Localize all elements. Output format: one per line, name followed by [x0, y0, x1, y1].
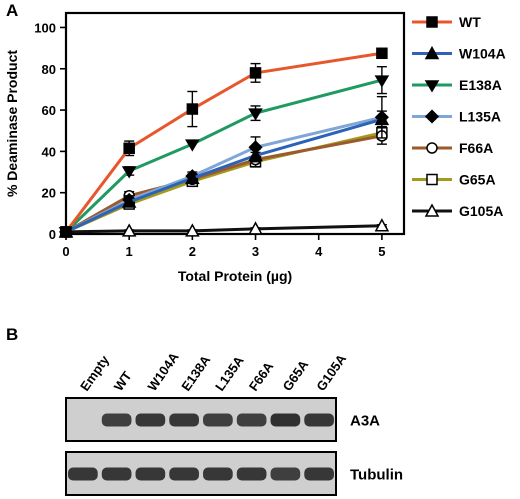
data-point: [249, 67, 262, 79]
lane-label: G65A: [280, 357, 312, 394]
legend-item: L135A: [412, 109, 501, 125]
x-tick-label: 3: [252, 244, 259, 259]
panel-a-label: A: [6, 1, 18, 20]
legend-marker: [424, 109, 440, 124]
legend-marker: [426, 173, 438, 186]
blot-band: [101, 467, 132, 481]
data-point: [60, 226, 72, 238]
data-point: [121, 223, 137, 237]
y-tick-label: 60: [42, 103, 56, 118]
blot-band: [304, 413, 334, 427]
y-axis-label: % Deaminase Product: [4, 50, 20, 197]
data-point: [376, 47, 388, 60]
data-point: [374, 75, 390, 88]
line-chart: 0 1 2 3 4 5 0 20 40 60 80 100 Total Protein (µg) % De…: [4, 11, 506, 284]
legend-marker: [424, 45, 440, 60]
legend-label: WT: [459, 14, 481, 30]
data-point: [185, 139, 200, 152]
series-line: [65, 224, 382, 234]
data-point: [121, 166, 137, 179]
series-line: [65, 134, 383, 234]
lane-label: G105A: [313, 351, 349, 394]
blot-band: [68, 467, 98, 481]
x-tick-label: 2: [189, 244, 196, 259]
blot-band: [236, 467, 267, 481]
x-tick-label: 4: [315, 244, 323, 259]
blot-row-label: Tubulin: [350, 467, 403, 484]
data-point: [123, 142, 135, 155]
series-line: [65, 131, 383, 234]
series-g105a: [58, 218, 390, 238]
data-point: [121, 194, 137, 208]
legend-item: E138A: [412, 77, 502, 93]
legend-item: F66A: [412, 140, 493, 156]
lane-label: Empty: [77, 352, 113, 394]
legend: WT W104A E138A L135A F66A G65A G105A: [412, 14, 506, 219]
blot-band: [203, 467, 233, 481]
blot-band: [135, 467, 166, 481]
blot-band: [236, 413, 267, 427]
plot-frame: [64, 11, 406, 236]
legend-item: G65A: [412, 172, 496, 188]
x-tick-label: 0: [62, 244, 69, 259]
data-point: [186, 103, 199, 115]
series-w104a: [58, 110, 390, 238]
y-tick-label: 0: [49, 227, 56, 242]
lane-label: E138A: [178, 352, 213, 394]
x-tick-label: 5: [378, 244, 385, 259]
y-tick-label: 100: [34, 20, 56, 35]
data-point: [185, 170, 200, 184]
legend-label: E138A: [459, 77, 502, 93]
blot-row-tubulin: Tubulin: [65, 451, 403, 496]
blot-band: [101, 413, 132, 427]
y-tick-label: 80: [42, 62, 56, 77]
panel-b-label: B: [6, 325, 18, 344]
data-point: [185, 223, 200, 237]
blot-band: [135, 413, 166, 427]
legend-marker: [426, 142, 438, 154]
x-axis-label: Total Protein (µg): [178, 268, 292, 284]
data-point: [374, 218, 390, 232]
data-point: [248, 147, 263, 162]
legend-label: F66A: [459, 140, 493, 156]
data-point: [248, 221, 263, 235]
legend-item: W104A: [412, 46, 506, 62]
blot-band: [169, 467, 199, 481]
blot-band: [304, 467, 334, 481]
y-tick-label: 40: [42, 144, 56, 159]
y-tick-label: 20: [42, 186, 56, 201]
series-line: [65, 115, 383, 234]
legend-label: G105A: [459, 203, 503, 219]
blot-band: [270, 467, 301, 481]
lane-label: L135A: [212, 353, 247, 394]
blot-band: [169, 413, 199, 427]
blot-row-a3a: A3A: [65, 397, 380, 442]
lane-label: F66A: [246, 359, 277, 394]
legend-label: G65A: [459, 172, 496, 188]
series-line: [65, 117, 383, 234]
data-point: [248, 108, 263, 121]
blot-row-label: A3A: [350, 413, 380, 430]
lane-label: W104A: [145, 349, 183, 394]
lane-label: WT: [111, 369, 135, 394]
legend-item: WT: [412, 14, 481, 30]
series-f66a: [60, 126, 388, 238]
data-point: [374, 111, 390, 126]
series-wt: [60, 47, 388, 238]
legend-item: G105A: [412, 203, 503, 219]
legend-marker: [424, 203, 440, 217]
blot-band: [203, 413, 233, 427]
x-tick-label: 1: [126, 244, 133, 259]
legend-marker: [426, 16, 438, 28]
legend-marker: [424, 80, 440, 93]
legend-label: L135A: [459, 109, 501, 125]
blot-band: [270, 413, 301, 427]
legend-label: W104A: [459, 46, 506, 62]
